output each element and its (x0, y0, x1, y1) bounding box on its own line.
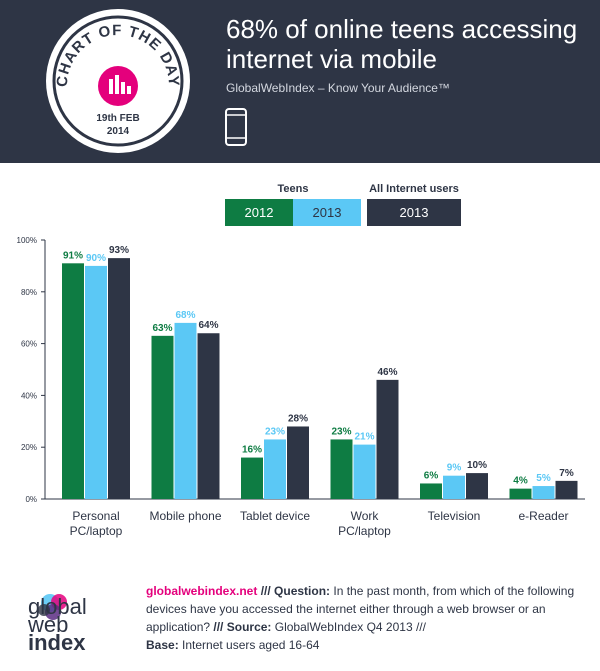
smartphone-icon (225, 108, 247, 146)
data-label: 68% (175, 310, 195, 321)
bar (241, 457, 263, 499)
x-tick-label: Television (428, 509, 481, 523)
y-tick-label: 60% (21, 340, 37, 349)
x-tick-label: Work PC/laptop (338, 509, 391, 538)
y-tick-label: 80% (21, 288, 37, 297)
data-label: 64% (198, 320, 218, 331)
y-tick-label: 20% (21, 443, 37, 452)
bar (555, 480, 578, 499)
data-label: 9% (447, 463, 462, 474)
data-label: 23% (331, 426, 351, 437)
page-title: 68% of online teens accessing internet v… (226, 14, 586, 74)
source-label: Source: (226, 620, 272, 634)
x-tick-label: e-Reader (518, 509, 568, 523)
bar (420, 483, 442, 499)
logo-index: index (28, 630, 86, 655)
bar (443, 475, 465, 499)
data-label: 23% (265, 426, 285, 437)
data-label: 21% (354, 432, 374, 443)
bar (532, 486, 555, 499)
data-label: 63% (152, 323, 172, 334)
badge-year: 2014 (107, 126, 130, 137)
bar (62, 263, 84, 499)
bar (330, 439, 353, 499)
data-label: 46% (377, 367, 397, 378)
subtitle: GlobalWebIndex – Know Your Audience™ (226, 81, 450, 95)
title-line-1: 68% of online teens accessing (226, 14, 578, 44)
y-tick-label: 40% (21, 391, 37, 400)
header-banner: CHART OF THE DAY 19th FEB 2014 68% of on… (0, 0, 600, 163)
bar (287, 426, 309, 499)
source-link[interactable]: globalwebindex.net (146, 584, 258, 598)
title-line-2: internet via mobile (226, 44, 437, 74)
data-label: 91% (63, 250, 83, 261)
legend-all-label: All Internet users (369, 183, 459, 195)
bar (466, 473, 488, 499)
bar (151, 335, 174, 499)
data-label: 7% (559, 468, 574, 479)
bar (174, 322, 197, 499)
bar (376, 379, 399, 499)
logo-global: global (28, 594, 87, 619)
data-label: 93% (109, 245, 129, 256)
y-tick-label: 100% (17, 236, 37, 245)
bar (509, 488, 532, 499)
data-label: 28% (288, 413, 308, 424)
globalwebindex-logo (38, 594, 67, 620)
badge-date: 19th FEB (96, 113, 139, 124)
base-text: Internet users aged 16-64 (178, 638, 320, 652)
base-label: Base: (146, 638, 179, 652)
bar (197, 333, 220, 499)
data-label: 5% (536, 473, 551, 484)
question-text: In the past month, from which of the fol… (146, 584, 575, 634)
bar (264, 439, 286, 499)
question-label: Question: (274, 584, 331, 598)
footer-note: globalwebindex.net /// Question: In the … (146, 584, 575, 652)
y-tick-label: 0% (25, 495, 37, 504)
data-label: 16% (242, 445, 262, 456)
legend-all-2013: 2013 (367, 199, 461, 226)
legend-teens-2013: 2013 (293, 199, 361, 226)
bar (353, 444, 376, 499)
bar (108, 258, 130, 499)
data-label: 4% (513, 476, 528, 487)
x-tick-label: Tablet device (240, 509, 310, 523)
x-tick-label: Personal PC/laptop (70, 509, 123, 538)
source-text: GlobalWebIndex Q4 2013 /// (271, 620, 426, 634)
legend-teens-label: Teens (277, 183, 309, 195)
data-label: 10% (467, 460, 487, 471)
bar-chart: 0% 20% 40% 60% 80% 100% 91% 90%93% Personal PC/la… (17, 236, 585, 538)
legend-teens-2012: 2012 (225, 199, 293, 226)
x-tick-label: Mobile phone (149, 509, 221, 523)
data-label: 6% (424, 470, 439, 481)
bar (85, 265, 107, 499)
chart-of-the-day-badge: CHART OF THE DAY 19th FEB 2014 (46, 9, 190, 153)
logo-web: web (28, 612, 69, 637)
data-label: 90% (86, 253, 106, 264)
